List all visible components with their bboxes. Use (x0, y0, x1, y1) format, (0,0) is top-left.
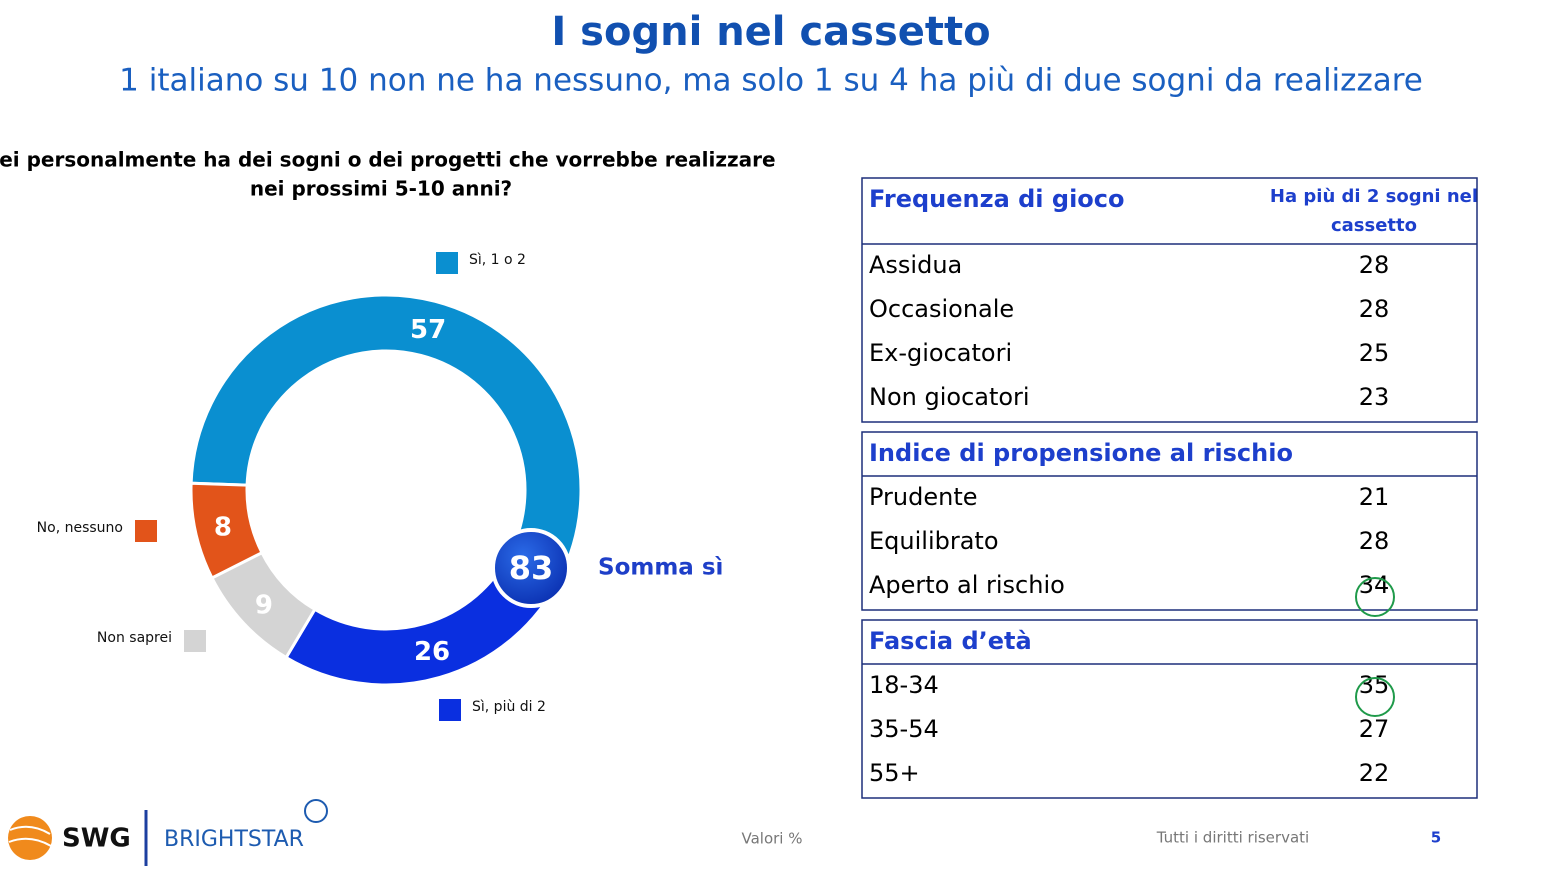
row-label: Occasionale (869, 295, 1014, 323)
highlight-circle (1355, 577, 1395, 617)
row-value: 35 (1359, 671, 1390, 699)
legend-label: Non saprei (97, 630, 172, 646)
row-value: 28 (1359, 527, 1390, 555)
row-value: 25 (1359, 339, 1390, 367)
row-label: 35-54 (869, 715, 939, 743)
row-value: 28 (1359, 295, 1390, 323)
donut-segment (189, 481, 264, 580)
row-label: Assidua (869, 251, 962, 279)
legend-label: Sì, più di 2 (472, 699, 546, 715)
data-label: 9 (255, 590, 273, 620)
highlight-circle (1355, 677, 1395, 717)
row-value: 28 (1359, 251, 1390, 279)
title: I sogni nel cassetto (551, 9, 990, 55)
data-label: 26 (414, 637, 450, 667)
logo-brightstar: BRIGHTSTAR (164, 827, 304, 852)
row-label: 55+ (869, 759, 920, 787)
legend-swatch (135, 520, 157, 542)
logo-icon (8, 825, 52, 847)
row-value: 34 (1359, 571, 1390, 599)
sum-value: 83 (509, 549, 554, 587)
row-label: Aperto al rischio (869, 571, 1065, 599)
footer-rights: Tutti i diritti riservati (1156, 829, 1309, 847)
question: nei prossimi 5-10 anni? (250, 177, 512, 201)
table-section (861, 431, 1478, 611)
legend-label: Sì, 1 o 2 (469, 252, 526, 268)
page-number: 5 (1431, 829, 1441, 847)
column-header: cassetto (1331, 215, 1417, 236)
row-label: Non giocatori (869, 383, 1030, 411)
legend-swatch (436, 252, 458, 274)
data-label: 8 (214, 512, 232, 542)
table-section (861, 619, 1478, 799)
row-label: Ex-giocatori (869, 339, 1012, 367)
legend-label: No, nessuno (37, 520, 123, 536)
sum-badge (491, 528, 571, 608)
footer-note: Valori % (742, 830, 803, 848)
section-header: Indice di propensione al rischio (869, 439, 1293, 467)
row-value: 22 (1359, 759, 1390, 787)
section-header: Fascia d’età (869, 627, 1032, 655)
sum-label: Somma sì (598, 555, 723, 581)
legend-swatch (439, 699, 461, 721)
subtitle: 1 italiano su 10 non ne ha nessuno, ma s… (119, 63, 1423, 99)
donut-segment (189, 293, 583, 582)
data-label: 57 (410, 315, 446, 345)
table-section (861, 177, 1478, 423)
row-value: 27 (1359, 715, 1390, 743)
row-label: Equilibrato (869, 527, 999, 555)
row-value: 23 (1359, 383, 1390, 411)
legend-swatch (184, 630, 206, 652)
section-header: Frequenza di gioco (869, 185, 1125, 213)
row-label: Prudente (869, 483, 978, 511)
logo-star (304, 799, 328, 823)
logo-swg: SWG (62, 824, 131, 854)
row-label: 18-34 (869, 671, 939, 699)
question: Lei personalmente ha dei sogni o dei pro… (0, 148, 776, 172)
row-value: 21 (1359, 483, 1390, 511)
column-header: Ha più di 2 sogni nel (1270, 186, 1478, 207)
